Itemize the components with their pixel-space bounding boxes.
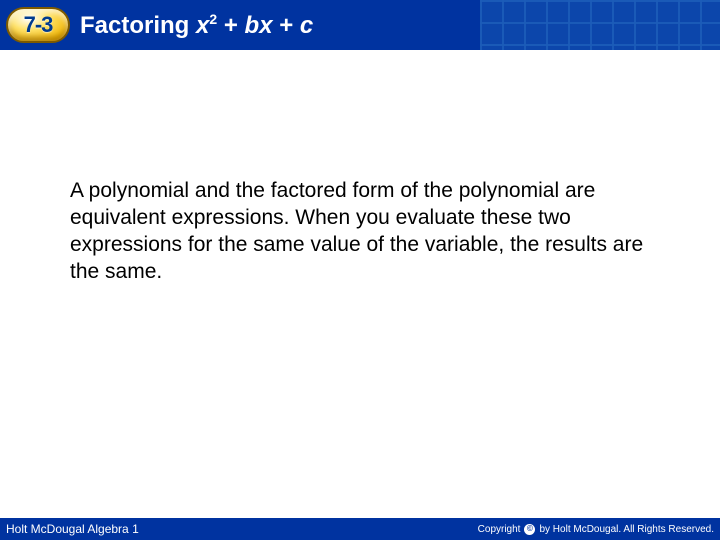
title-var-bx: bx	[245, 12, 273, 39]
title-var-c: c	[300, 12, 313, 39]
title-superscript: 2	[209, 11, 217, 27]
body-paragraph: A polynomial and the factored form of th…	[70, 178, 650, 286]
slide-header: 7-3 Factoring x2 + bx + c	[0, 0, 720, 50]
title-plus-2: +	[273, 12, 300, 39]
title-word-factoring: Factoring	[80, 12, 196, 39]
footer-copyright-suffix: by Holt McDougal. All Rights Reserved.	[539, 524, 714, 535]
copyright-icon: ©	[524, 524, 535, 535]
section-badge: 7-3	[6, 7, 70, 43]
section-number: 7-3	[24, 12, 53, 38]
title-plus-1: +	[217, 12, 244, 39]
slide-title: Factoring x2 + bx + c	[80, 11, 313, 40]
footer-copyright-prefix: Copyright	[478, 524, 521, 535]
slide-footer: Holt McDougal Algebra 1 Copyright © by H…	[0, 518, 720, 540]
header-grid-decoration	[480, 0, 720, 50]
footer-copyright: Copyright © by Holt McDougal. All Rights…	[478, 524, 714, 535]
footer-book-title: Holt McDougal Algebra 1	[6, 522, 139, 536]
title-var-x: x	[196, 12, 209, 39]
